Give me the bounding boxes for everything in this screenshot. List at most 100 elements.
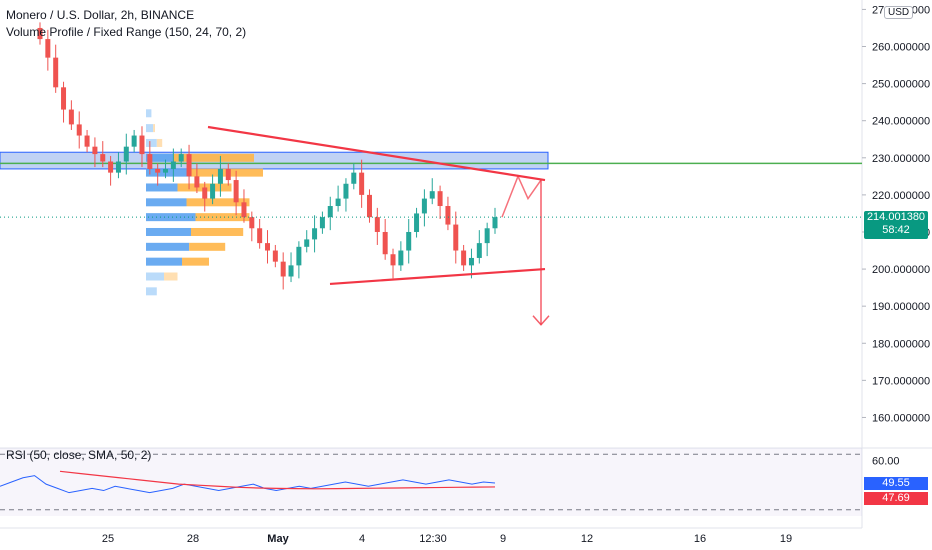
rsi-line [0,475,496,494]
price-tick-label: 240.000000 [872,116,930,128]
candle-body [288,265,294,277]
candle-body [492,217,498,229]
price-tick-label: 260.000000 [872,42,930,54]
candle-body [390,254,396,266]
volume-profile-buy-bar [146,272,164,281]
candle-body [210,183,216,199]
rsi-ma-value-tag: 47.69 [864,492,928,505]
volume-profile-buy-bar [146,124,154,133]
candle-body [178,154,184,162]
candle-body [296,246,302,266]
candle-body [359,172,365,195]
candle-body [343,183,349,199]
upper-trendline [207,125,546,182]
candle-body [351,172,357,184]
countdown-label: 58:42 [882,224,910,236]
time-tick-label: 12:30 [419,533,447,545]
candle-body [100,154,106,162]
candle-body [123,146,129,162]
rsi-legend[interactable]: RSI (50, close, SMA, 50, 2) [6,448,152,462]
candle-body [84,135,90,147]
last-price-tag-bg [864,211,928,239]
time-tick-label: 12 [581,533,593,545]
candle-body [233,180,239,203]
candle-body [61,87,67,110]
candle-body [304,239,310,247]
price-tick-label: 220.000000 [872,190,930,202]
time-tick-label: 16 [694,533,706,545]
candle-body [382,231,388,255]
projected-path [501,174,542,218]
candle-body [115,161,121,173]
volume-profile-buy-bar [146,227,191,236]
candle-body [461,250,467,266]
price-tick-label: 200.000000 [872,264,930,276]
candle-body [445,206,451,225]
candle-body [429,191,435,199]
candle-body [76,124,82,136]
candle-body [186,154,192,177]
candle-body [194,176,200,188]
volume-profile-buy-bar [146,109,152,118]
volume-profile-sell-bar [156,138,163,147]
candle-body [421,198,427,214]
candle-body [217,168,223,184]
rsi-tick-label: 60.00 [872,456,900,468]
volume-profile-sell-bar [164,272,178,281]
candle-body [327,206,333,218]
indicator-legend[interactable]: Volume Profile / Fixed Range (150, 24, 7… [6,25,247,39]
volume-profile-buy-bar [146,168,191,177]
candle-body [139,135,145,155]
candle-body [53,57,59,88]
volume-profile-buy-bar [146,242,190,251]
candle-body [147,154,153,169]
candle-body [170,161,176,169]
price-tick-label: 230.000000 [872,153,930,165]
volume-profile-sell-bar [173,153,254,162]
price-tick-label: 180.000000 [872,338,930,350]
time-tick-label: May [267,533,289,545]
symbol-legend[interactable]: Monero / U.S. Dollar, 2h, BINANCE [6,8,195,22]
candle-body [131,135,137,147]
lower-trendline [329,267,546,286]
candle-body [312,228,318,240]
volume-profile-buy-bar [146,287,157,296]
volume-profile-buy-bar [146,198,187,207]
candle-body [225,168,231,181]
candle-body [335,198,341,207]
volume-profile-buy-bar [146,153,173,162]
volume-profile-buy-bar [146,183,178,192]
volume-profile-sell-bar [191,227,244,236]
candle-body [484,228,490,244]
volume-profile-buy-bar [146,257,182,266]
volume-profile-buy-bar [146,138,157,147]
candle-body [453,224,459,251]
volume-profile-sell-bar [186,198,250,207]
volume-profile-sell-bar [182,257,209,266]
candle-body [272,250,278,262]
candle-body [468,257,474,266]
price-tick-label: 160.000000 [872,412,930,424]
last-price-label: 214.001380 [866,211,926,223]
volume-profile-buy-bar [146,213,196,222]
candle-body [92,146,98,155]
time-tick-label: 9 [500,533,506,545]
candle-body [414,213,420,232]
price-tick-label: 190.000000 [872,301,930,313]
candle-body [366,194,372,218]
price-tick-label: 170.000000 [872,375,930,387]
candle-body [155,168,161,173]
price-axis-bg [862,0,932,550]
time-tick-label: 28 [187,533,199,545]
candle-body [108,161,114,173]
candle-body [319,217,325,229]
candle-body [45,39,51,58]
candle-body [202,187,208,199]
currency-badge[interactable]: USD [884,6,914,19]
candle-body [398,250,404,266]
time-tick-label: 25 [102,533,114,545]
candle-body [406,231,412,251]
candle-body [241,202,247,218]
time-tick-label: 19 [780,533,792,545]
